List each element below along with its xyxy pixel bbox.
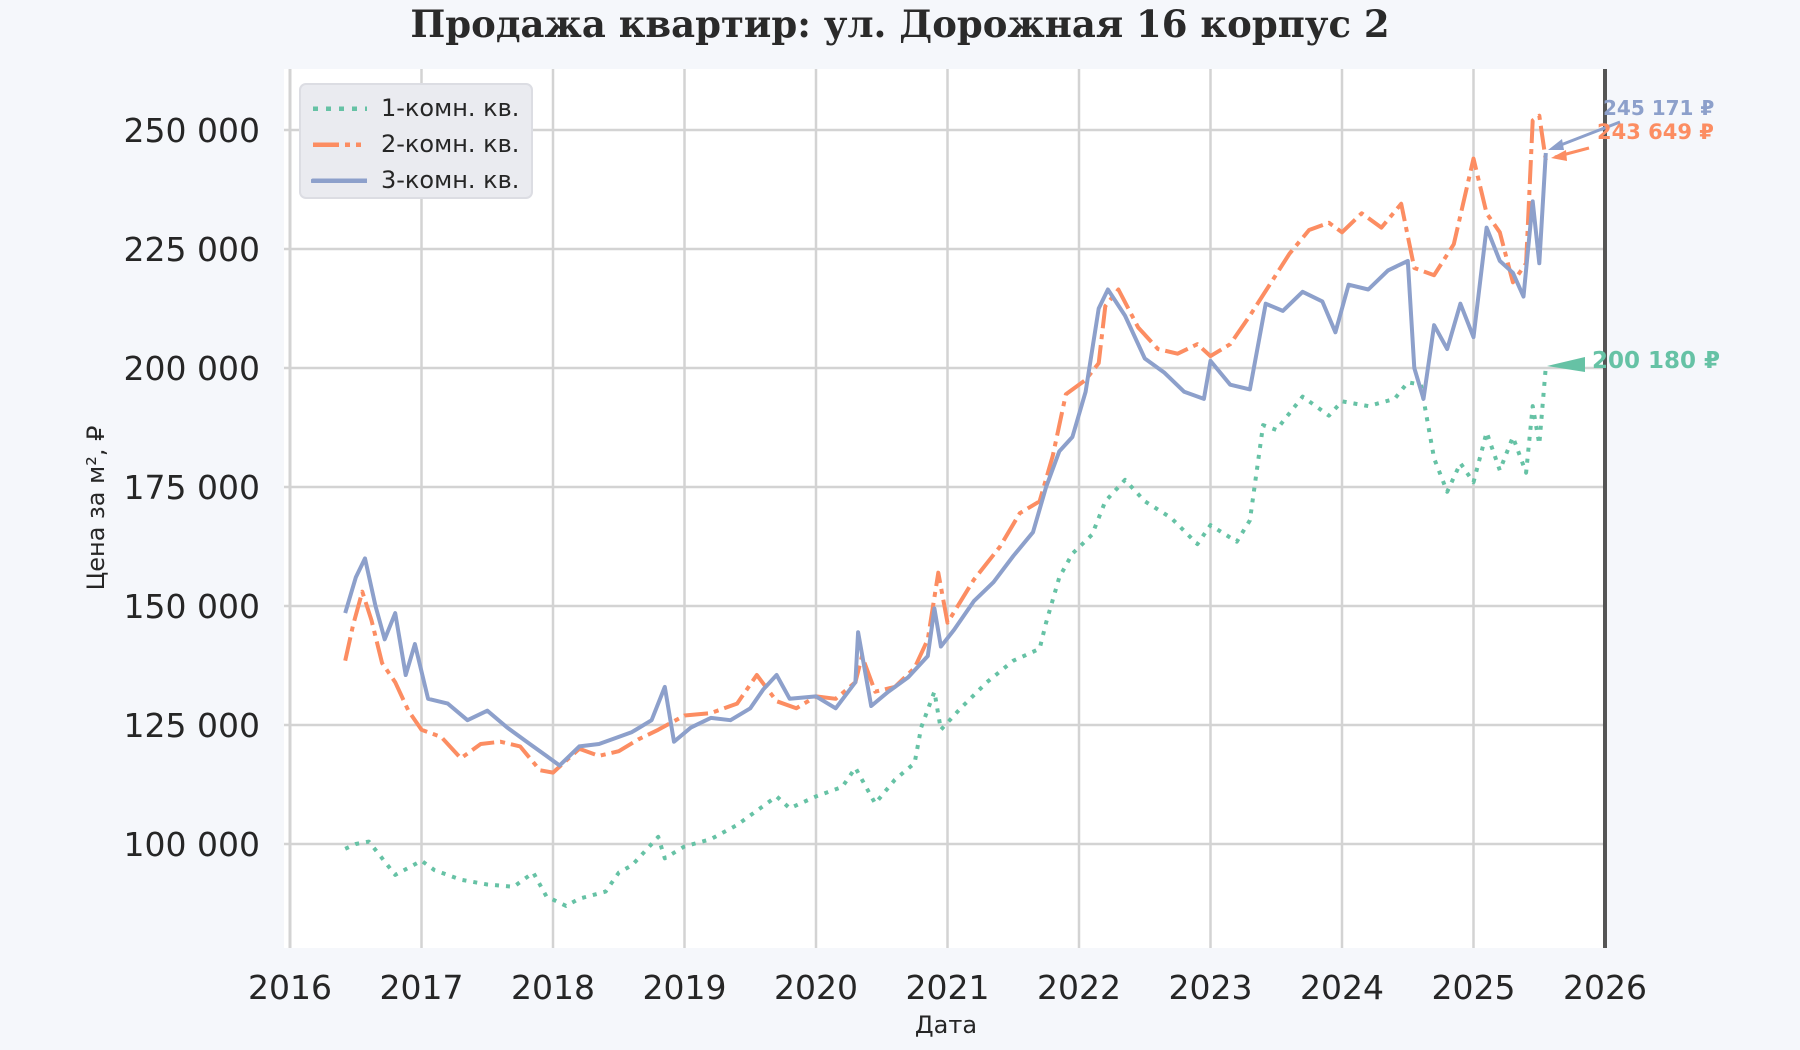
x-tick-label: 2019 [643,968,727,1007]
legend-item-3-room: 3-комн. кв. [311,163,519,197]
legend-label: 2-комн. кв. [381,130,520,158]
dashdot-line-icon [313,142,367,147]
x-tick-label: 2016 [248,968,332,1007]
x-tick-label: 2025 [1432,968,1516,1007]
x-tick-label: 2022 [1037,968,1121,1007]
annotation-1-room-label: 200 180 ₽ [1592,348,1720,374]
dotted-line-icon [313,106,367,111]
legend: 1-комн. кв. 2-комн. кв. 3-комн. кв. [299,83,533,199]
y-tick-label: 175 000 [124,468,260,507]
annotation-1-room: 200 180 ₽ [1547,348,1720,374]
series-line-1-room [344,366,1548,908]
solid-line-icon [311,178,367,183]
plot-area [284,69,1605,948]
y-tick-label: 100 000 [124,825,260,864]
x-tick-label: 2017 [380,968,464,1007]
legend-item-2-room: 2-комн. кв. [311,127,519,161]
x-tick-label: 2018 [511,968,595,1007]
y-tick-label: 200 000 [124,349,260,388]
annotation-3-room: 245 171 ₽ [1548,96,1714,150]
annotation-2-room-label: 243 649 ₽ [1597,120,1714,144]
y-tick-label: 225 000 [124,230,260,269]
x-axis-label: Дата [915,1011,977,1039]
chart-title: Продажа квартир: ул. Дорожная 16 корпус … [410,2,1390,46]
y-tick-label: 250 000 [124,111,260,150]
x-tick-label: 2024 [1300,968,1384,1007]
x-tick-label: 2020 [774,968,858,1007]
annotation-2-room: 243 649 ₽ [1551,120,1714,161]
series-layer [343,113,1548,908]
x-tick-label: 2023 [1169,968,1253,1007]
y-axis-label: Цена за м², ₽ [82,426,110,591]
x-tick-label: 2026 [1563,968,1647,1007]
annotation-3-room-label: 245 171 ₽ [1603,96,1714,120]
y-tick-labels: 100 000 125 000 150 000 175 000 200 000 225 0… [124,111,260,864]
x-tick-labels: 2016 2017 2018 2019 2020 2021 2022 2023 2024 2025… [248,968,1647,1007]
series-line-3-room [343,152,1548,768]
y-tick-label: 150 000 [124,587,260,626]
y-tick-label: 125 000 [124,706,260,745]
legend-label: 3-комн. кв. [381,166,520,194]
legend-item-1-room: 1-комн. кв. [311,91,519,125]
series-line-2-room [343,113,1548,775]
legend-label: 1-комн. кв. [381,94,520,122]
x-tick-label: 2021 [906,968,990,1007]
